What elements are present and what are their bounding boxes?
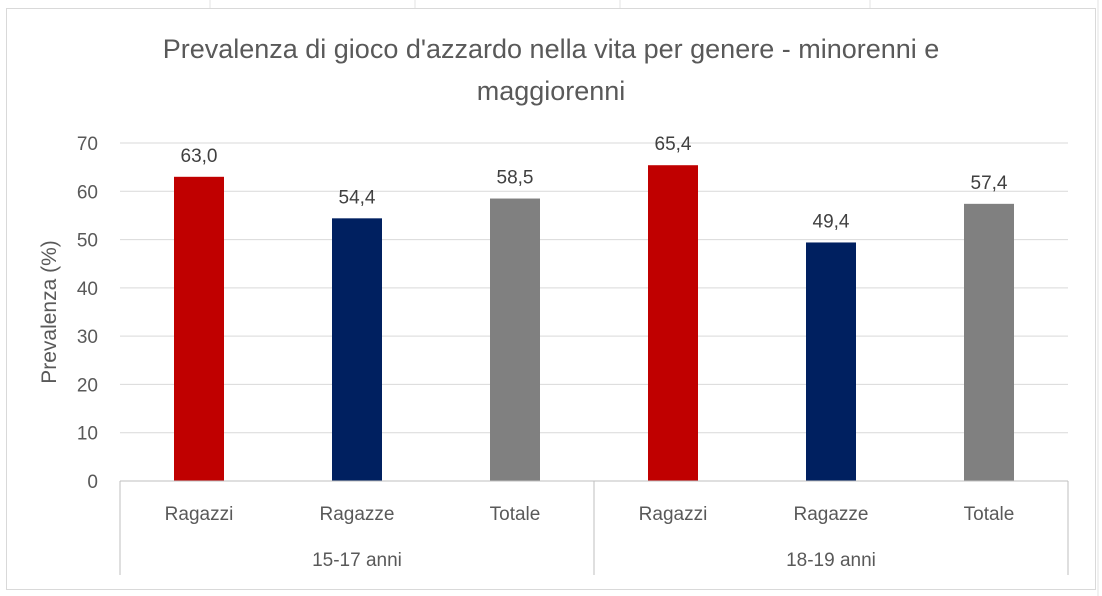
y-tick-label: 0 [87,472,98,493]
data-labels: 63,0 54,4 58,5 65,4 49,4 57,4 [181,134,1008,232]
gridlines [120,142,1068,434]
group-label: 15-17 anni [312,550,402,571]
bar [806,242,856,481]
x-tick-label: Totale [490,504,541,525]
y-tick-label: 30 [77,327,98,348]
x-tick-label: Ragazzi [639,504,708,525]
data-label: 57,4 [971,173,1008,194]
data-label: 65,4 [655,134,692,155]
data-label: 63,0 [181,146,218,167]
bar [490,198,540,481]
bar [174,176,224,482]
y-tick-label: 70 [77,134,98,155]
chart-title: Prevalenza di gioco d'azzardo nella vita… [162,34,940,106]
data-label: 58,5 [497,168,534,189]
y-tick-label: 40 [77,279,98,300]
y-tick-label: 60 [77,182,98,203]
y-tick-label: 50 [77,231,98,252]
axes: 0 10 20 30 40 50 60 70 Ragazzi Ragazze Totale 15-17… [77,134,1069,575]
data-label: 49,4 [813,211,850,232]
y-tick-label: 20 [77,375,98,396]
bar [648,165,698,481]
x-tick-label: Totale [964,504,1015,525]
x-tick-label: Ragazzi [165,504,234,525]
y-tick-label: 10 [77,424,98,445]
group-label: 18-19 anni [786,550,876,571]
x-tick-label: Ragazze [320,504,395,525]
bars [174,165,1014,482]
x-tick-label: Ragazze [794,504,869,525]
y-axis-title: Prevalenza (%) [38,240,61,384]
data-label: 54,4 [339,187,376,208]
bar [964,203,1014,481]
bar [332,218,382,481]
